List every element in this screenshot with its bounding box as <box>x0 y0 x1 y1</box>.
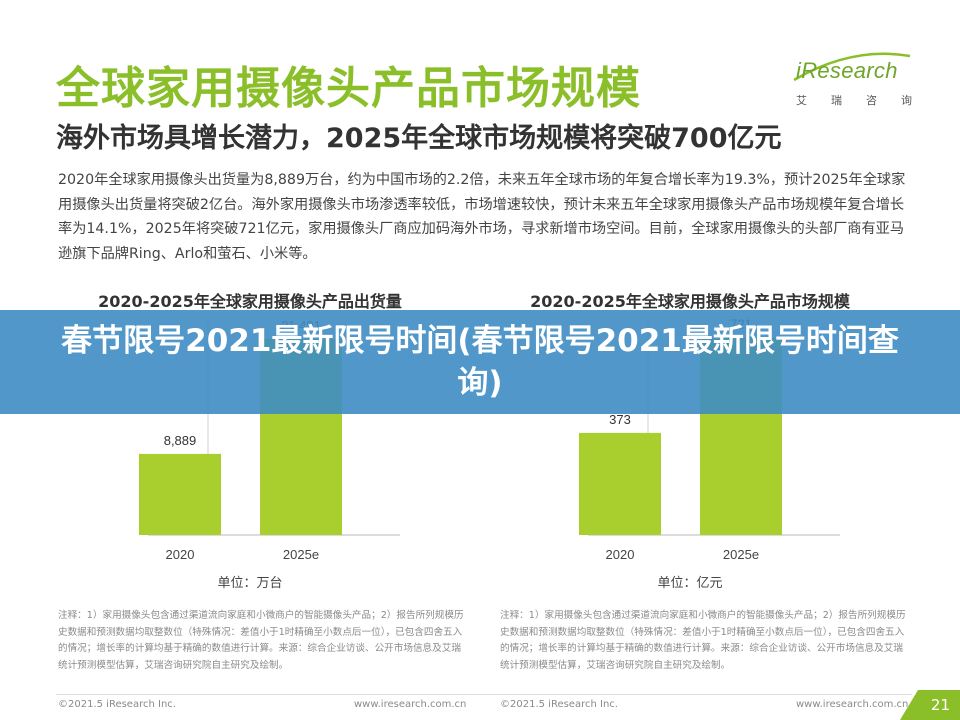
footer-copyright: ©2021.5 iResearch Inc. <box>58 699 176 710</box>
intro-paragraph: 2020年全球家用摄像头出货量为8,889万台，约为中国市场的2.2倍，未来五年… <box>58 172 906 262</box>
chart-title: 2020-2025年全球家用摄像头产品出货量 <box>98 292 402 311</box>
banner-headline[interactable]: 春节限号2021最新限号时间(春节限号2021最新限号时间查询) <box>61 323 899 401</box>
x-tick-label: 2025e <box>723 547 759 562</box>
logo-wordmark: iResearch <box>796 58 898 83</box>
x-tick-label: 2020 <box>606 547 635 562</box>
notes-right: 注释：1）家用摄像头包含通过渠道流向家庭和小微商户的智能摄像头产品；2）报告所列… <box>500 610 906 671</box>
chart-title: 2020-2025年全球家用摄像头产品市场规模 <box>530 292 850 311</box>
bar <box>579 432 661 535</box>
footer-copyright: ©2021.5 iResearch Inc. <box>500 699 618 710</box>
bar-value-label: 8,889 <box>164 433 197 448</box>
x-tick-label: 2025e <box>283 547 319 562</box>
unit-label: 单位：万台 <box>217 576 282 591</box>
logo-cn-text: 艾 瑞 咨 询 <box>796 92 912 108</box>
footer-url: www.iresearch.com.cn <box>796 699 909 710</box>
iresearch-logo: iResearch 艾 瑞 咨 询 <box>792 52 912 108</box>
bar-value-label: 373 <box>609 412 631 427</box>
notes-left: 注释：1）家用摄像头包含通过渠道流向家庭和小微商户的智能摄像头产品；2）报告所列… <box>58 610 464 671</box>
logo-cn-char: 询 <box>901 94 912 107</box>
logo-cn-char: 瑞 <box>831 94 842 107</box>
footer-divider <box>56 694 912 695</box>
logo-cn-char: 艾 <box>796 94 807 107</box>
page-title: 全球家用摄像头产品市场规模 <box>56 63 641 114</box>
overlay-banner[interactable]: 春节限号2021最新限号时间(春节限号2021最新限号时间查询) <box>0 310 960 414</box>
unit-label: 单位：亿元 <box>657 576 722 591</box>
logo-cn-char: 咨 <box>866 94 877 107</box>
footer-url: www.iresearch.com.cn <box>354 699 467 710</box>
bar <box>139 453 221 535</box>
logo-swoosh-icon <box>793 52 911 82</box>
x-tick-label: 2020 <box>166 547 195 562</box>
page-subtitle: 海外市场具增长潜力，2025年全球市场规模将突破700亿元 <box>56 123 782 154</box>
